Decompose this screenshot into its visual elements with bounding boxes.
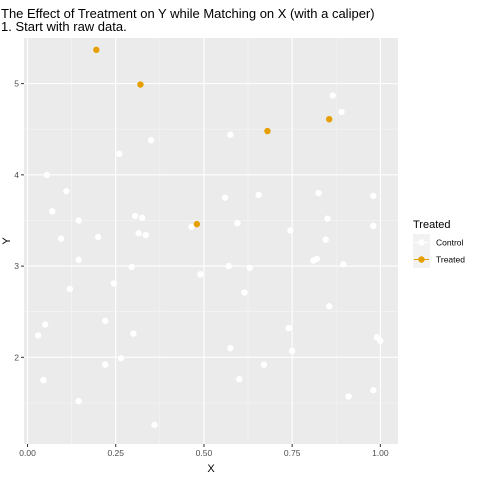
chart-title: The Effect of Treatment on Y while Match…	[1, 6, 375, 21]
x-tick-label: 1.00	[372, 448, 389, 458]
control-point	[324, 215, 331, 222]
control-point	[287, 227, 294, 234]
control-point	[75, 256, 82, 263]
legend-label-treated: Treated	[436, 255, 465, 265]
control-point	[260, 361, 268, 368]
control-point	[315, 189, 322, 197]
control-point	[329, 92, 336, 99]
control-point	[135, 230, 142, 237]
y-tick-label: 4	[14, 170, 19, 180]
control-point	[66, 285, 74, 293]
control-point	[57, 235, 65, 242]
control-point	[75, 397, 82, 405]
control-point	[131, 212, 139, 220]
treated-point	[193, 220, 201, 228]
data-points	[34, 46, 384, 429]
control-point	[142, 231, 149, 239]
control-point	[285, 324, 292, 332]
x-axis-label: X	[207, 463, 215, 475]
x-axis-ticks: 0.00 0.25 0.50 0.75 1.00	[19, 444, 389, 458]
control-point	[246, 264, 254, 272]
control-point	[370, 192, 377, 200]
control-point	[325, 303, 333, 310]
control-point	[117, 355, 125, 362]
control-point	[377, 337, 384, 345]
control-point	[197, 271, 204, 278]
y-axis-label: Y	[1, 237, 13, 245]
control-point	[147, 136, 155, 144]
x-tick-label: 0.25	[107, 448, 124, 458]
control-point	[241, 289, 248, 296]
control-point	[188, 223, 195, 231]
x-tick-label: 0.50	[196, 448, 213, 458]
treated-point	[137, 81, 144, 88]
x-tick-label: 0.00	[19, 448, 36, 458]
control-point	[221, 194, 229, 201]
control-point	[101, 361, 109, 368]
control-point	[345, 393, 352, 400]
control-point	[40, 376, 47, 384]
control-point	[63, 188, 70, 195]
treated-point	[264, 127, 271, 135]
treated-point	[325, 116, 333, 123]
control-point	[227, 345, 234, 352]
treated-point	[93, 46, 100, 54]
legend: Treated Control Treated	[413, 219, 465, 268]
control-point	[34, 332, 42, 339]
control-point	[116, 150, 123, 158]
chart-subtitle: 1. Start with raw data.	[1, 19, 127, 34]
legend-title: Treated	[413, 219, 451, 231]
control-point	[49, 208, 56, 215]
control-point	[110, 280, 118, 287]
y-tick-label: 2	[14, 352, 19, 362]
control-point	[138, 214, 146, 221]
grid-lines	[24, 38, 398, 444]
y-tick-label: 3	[14, 261, 19, 271]
control-point	[338, 108, 345, 116]
legend-marker-treated	[418, 256, 425, 263]
y-axis-ticks: 2 3 4 5	[14, 79, 24, 362]
control-point	[94, 233, 102, 241]
y-tick-label: 5	[14, 79, 19, 89]
control-point	[75, 217, 82, 224]
plot-panel	[24, 38, 398, 444]
control-point	[370, 222, 377, 230]
legend-marker-control	[418, 239, 425, 246]
control-point	[340, 261, 347, 268]
control-point	[41, 321, 49, 328]
control-point	[43, 171, 51, 179]
control-point	[236, 376, 243, 383]
control-point	[227, 131, 234, 138]
control-point	[225, 262, 232, 270]
control-point	[128, 263, 135, 271]
control-point	[130, 330, 137, 337]
control-point	[322, 236, 329, 243]
control-point	[313, 255, 321, 262]
control-point	[370, 386, 377, 394]
x-tick-label: 0.75	[284, 448, 301, 458]
control-point	[101, 317, 109, 325]
control-point	[255, 191, 262, 199]
control-point	[288, 347, 296, 355]
control-point	[151, 421, 158, 429]
legend-label-control: Control	[436, 238, 464, 248]
control-point	[234, 220, 241, 227]
